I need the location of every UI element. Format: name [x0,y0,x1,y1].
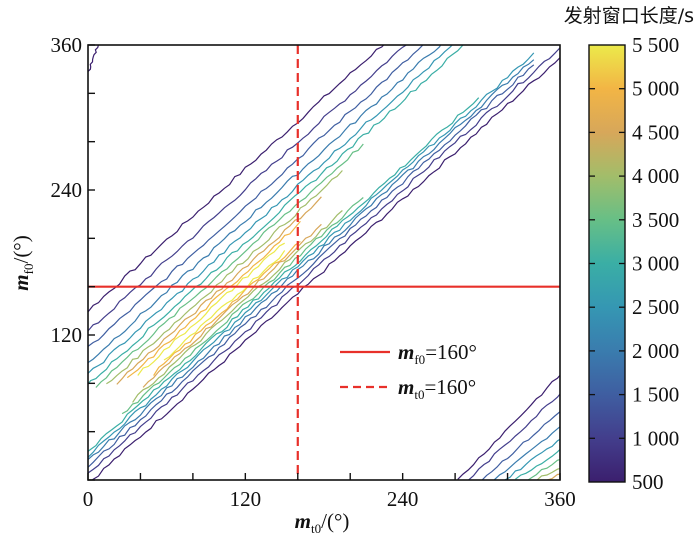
colorbar-tick-label: 4 000 [632,164,679,188]
colorbar-tick-label: 5 000 [632,77,679,101]
y-tick-label: 240 [51,178,83,202]
contour-line [88,45,385,313]
contour-line [493,425,560,480]
contour-line [88,45,100,75]
contour-line [142,223,322,388]
legend-label-mt0: mt0=160° [398,375,476,402]
plot-frame [87,44,561,481]
contour-line [88,52,535,459]
contour-line [106,170,343,385]
legend-label-mf0: mf0=160° [398,340,477,367]
colorbar: 500 1 000 1 500 2 000 2 500 3 000 3 500 4 000 4 … [564,5,694,494]
colorbar-tick-label: 2 000 [632,339,679,363]
x-tick-label: 0 [83,487,94,511]
contour-line [88,45,465,386]
contour-line [515,448,560,480]
contour-lines [88,45,560,480]
legend: mf0=160° mt0=160° [340,340,477,402]
x-axis-label: mt0/(°) [295,509,350,536]
y-tick-label: 120 [51,323,83,347]
contour-line [153,241,301,376]
colorbar-tick-label: 4 500 [632,120,679,144]
contour-line [88,64,535,468]
reference-lines [88,45,560,480]
contour-line [88,45,408,332]
colorbar-tick-label: 3 000 [632,252,679,276]
contour-line [88,45,442,364]
contour-line [116,196,322,385]
colorbar-tick-label: 3 500 [632,208,679,232]
contour-line [163,250,286,361]
contour-line [527,458,560,480]
colorbar-tick-label: 5 500 [632,33,679,57]
contour-line [91,56,560,480]
contour-line [88,45,453,375]
contour-line [536,467,560,480]
contour-line [88,47,560,474]
colorbar-tick-label: 2 500 [632,295,679,319]
y-axis-label: mf0/(°) [9,235,36,290]
contour-line [126,220,301,379]
contour-line [546,473,560,480]
contour-line [88,97,480,453]
colorbar-tick-label: 1 000 [632,426,679,450]
contour-line [121,197,364,415]
contour-line [88,59,535,461]
x-tick-label: 360 [544,487,576,511]
contour-line [137,242,285,376]
x-axis: 0 120 240 360 [83,473,576,511]
x-tick-label: 240 [387,487,419,511]
y-tick-label: 360 [51,33,83,57]
contour-line [457,374,560,480]
contour-line [132,210,343,403]
y-axis: 120 240 360 [51,33,95,481]
colorbar-tick-label: 500 [632,470,664,494]
x-tick-label: 120 [230,487,262,511]
contour-line [95,143,364,388]
colorbar-title: 发射窗口长度/s [564,5,694,27]
contour-line [88,45,424,348]
contour-line [467,393,560,480]
colorbar-tick-label: 1 500 [632,383,679,407]
contour-line [481,410,560,480]
contour-line [504,438,560,480]
